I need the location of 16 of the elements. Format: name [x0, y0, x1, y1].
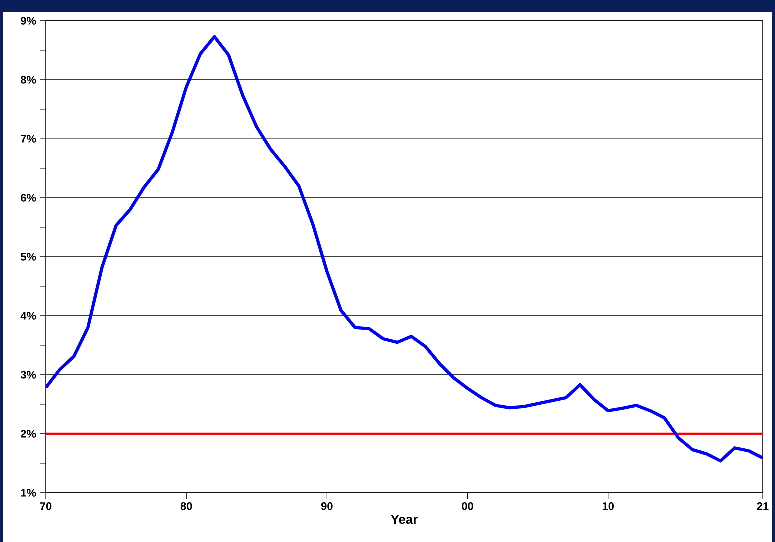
x-tick-label: 80 — [180, 502, 192, 510]
y-tick-label: 1% — [21, 489, 36, 497]
y-tick-label: 4% — [20, 312, 36, 320]
y-tick-label: 8% — [21, 76, 36, 84]
x-tick-label: 70 — [40, 502, 52, 510]
x-tick-label: 21 — [757, 502, 769, 510]
y-tick-label: 3% — [20, 371, 36, 379]
y-tick-label: 9% — [21, 17, 36, 25]
y-tick-label: 5% — [21, 253, 36, 261]
y-tick-label: 2% — [21, 430, 36, 438]
y-tick-label: 6% — [21, 194, 36, 202]
x-axis-title: Year — [391, 515, 418, 524]
x-tick-label: 00 — [462, 502, 474, 510]
y-tick-label: 7% — [21, 135, 36, 143]
x-tick-label: 10 — [602, 502, 614, 510]
x-tick-label: 90 — [321, 502, 333, 510]
